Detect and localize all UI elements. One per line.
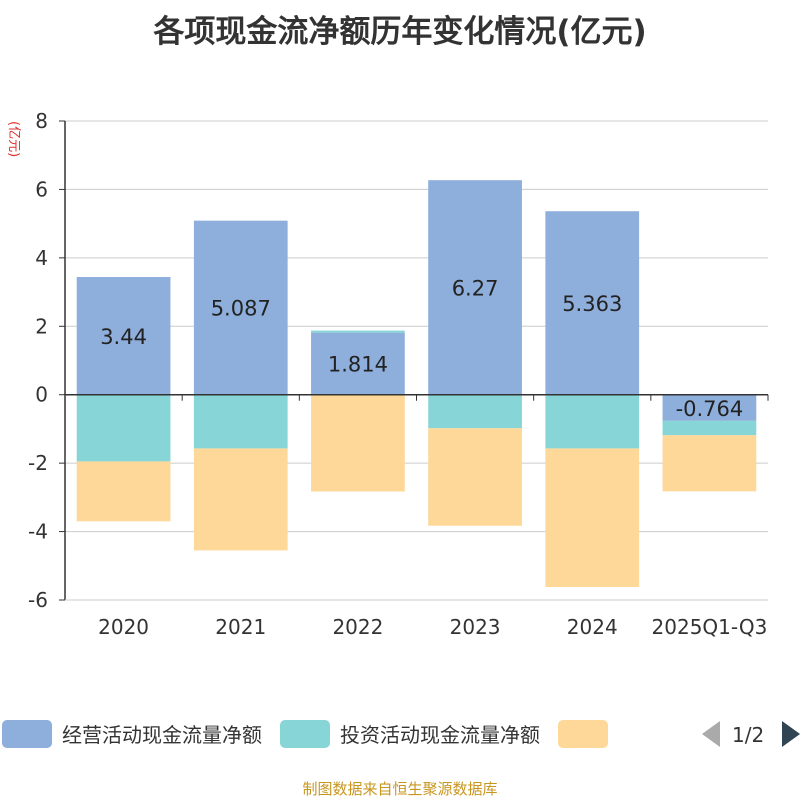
bar-1-2021 <box>193 220 288 395</box>
y-tick-label: -4 <box>28 520 48 544</box>
data-label: 6.27 <box>452 276 499 300</box>
bar-2-2021 <box>193 394 288 449</box>
x-tick-label: 2024 <box>567 615 618 639</box>
legend-page-indicator: 1/2 <box>732 723 764 747</box>
y-tick-label: 6 <box>35 177 48 201</box>
legend-swatch-2 <box>280 720 330 748</box>
legend-swatch-3 <box>558 720 608 748</box>
bar-2-2023 <box>428 394 522 429</box>
chart-title: 各项现金流净额历年变化情况(亿元) <box>153 14 647 50</box>
legend-next-page-icon[interactable] <box>782 721 800 747</box>
x-tick-label: 2022 <box>332 615 383 639</box>
y-tick-label: 8 <box>35 109 48 133</box>
y-tick-label: -2 <box>28 451 48 475</box>
legend: 经营活动现金流量净额 投资活动现金流量净额 1/2 <box>2 720 800 748</box>
bar-1-2022 <box>311 332 405 395</box>
y-tick-label: 0 <box>35 383 48 407</box>
bar-2-2025Q1-Q3 <box>662 420 757 436</box>
y-axis-title: (亿元) <box>6 121 21 157</box>
x-tick-label: 2025Q1-Q3 <box>652 615 768 639</box>
x-tick-label: 2021 <box>215 615 266 639</box>
bar-2-2024 <box>545 394 640 449</box>
data-label: 1.814 <box>328 353 388 377</box>
bar-1-2023 <box>428 180 522 395</box>
data-label: 3.44 <box>100 325 147 349</box>
bar-1-2024 <box>545 211 640 395</box>
data-label: 5.087 <box>211 297 271 321</box>
legend-prev-page-icon[interactable] <box>702 721 720 747</box>
bar-3-2021 <box>193 448 288 551</box>
data-label: 5.363 <box>562 292 622 316</box>
bar-3-2022 <box>311 394 405 492</box>
bar-1-2025Q1-Q3 <box>662 394 757 421</box>
bar-3-2020 <box>76 461 171 522</box>
legend-label: 经营活动现金流量净额 <box>62 723 262 747</box>
bar-3-2024 <box>545 448 640 587</box>
legend-label: 投资活动现金流量净额 <box>340 723 540 747</box>
bar-3-2025Q1-Q3 <box>662 435 757 492</box>
source-footer: 制图数据来自恒生聚源数据库 <box>302 780 498 798</box>
x-tick-label: 2023 <box>450 615 501 639</box>
data-labels: 3.44 5.087 1.814 6.27 5.363 -0.764 <box>100 276 743 420</box>
legend-swatch-1 <box>2 720 52 748</box>
y-tick-label: 4 <box>35 246 48 270</box>
data-label: -0.764 <box>676 397 744 421</box>
x-tick-label: 2020 <box>98 615 149 639</box>
bar-2-2020 <box>76 394 171 462</box>
bar-3-2023 <box>428 428 522 526</box>
bars <box>76 180 757 587</box>
bar-2-2022 <box>311 330 405 333</box>
y-tick-label: -6 <box>28 588 48 612</box>
bar-1-2020 <box>76 277 171 395</box>
y-tick-label: 2 <box>35 314 48 338</box>
axes: 8 6 4 2 0 -2 -4 -6 (亿元) 2020 2021 2022 2023 2024 2025Q… <box>6 109 769 639</box>
